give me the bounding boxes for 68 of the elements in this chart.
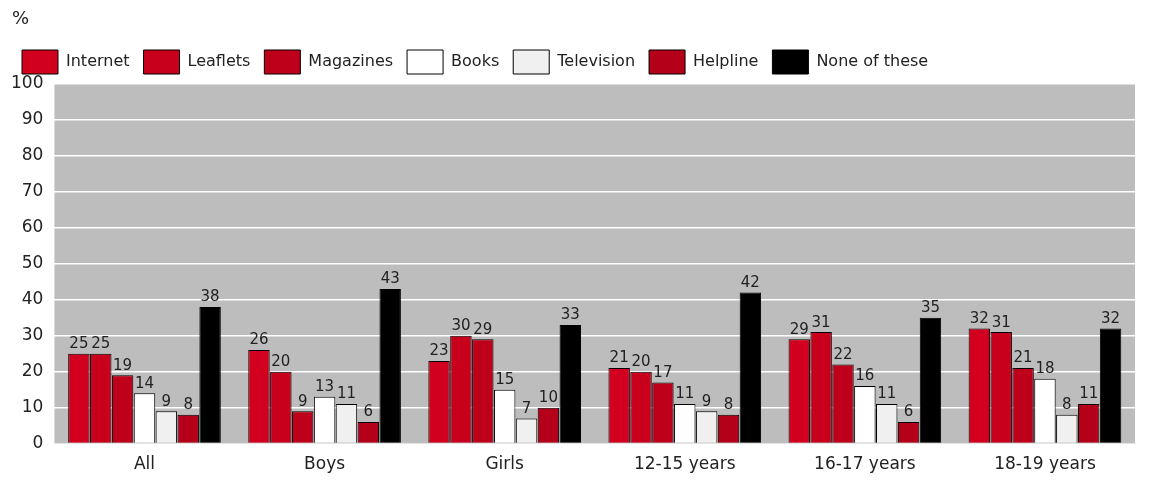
- data-label: 23: [429, 341, 449, 360]
- data-label: 11: [877, 384, 897, 403]
- y-tick-label: 10: [21, 396, 44, 417]
- y-tick-label: 90: [21, 108, 44, 129]
- data-label: 33: [560, 305, 580, 324]
- data-label: 8: [183, 395, 193, 414]
- data-label: 30: [451, 316, 471, 335]
- data-label: 10: [538, 388, 558, 407]
- y-tick-label: 30: [21, 324, 44, 345]
- data-label: 42: [740, 272, 760, 291]
- y-tick-label: 50: [21, 252, 44, 273]
- data-label: 25: [69, 334, 89, 353]
- data-label: 7: [521, 398, 532, 417]
- y-tick-label: 80: [21, 144, 44, 165]
- data-label: 26: [249, 330, 269, 349]
- legend-label: Leaflets: [187, 51, 251, 71]
- legend-label: Books: [451, 51, 500, 71]
- bar: [199, 306, 221, 443]
- data-label: 20: [271, 352, 291, 371]
- data-label: 18: [1035, 359, 1055, 378]
- data-label: 17: [653, 362, 673, 381]
- data-label: 20: [631, 352, 651, 371]
- data-label: 22: [833, 344, 853, 363]
- data-label: 38: [200, 287, 220, 306]
- data-label: 16: [855, 366, 875, 385]
- data-label: 9: [297, 391, 308, 410]
- y-tick-label: 70: [21, 180, 44, 201]
- data-label: 21: [609, 348, 629, 367]
- data-label: 13: [315, 377, 335, 396]
- data-label: 6: [363, 402, 374, 421]
- y-tick-label: 60: [21, 216, 44, 237]
- data-label: 15: [495, 370, 515, 389]
- data-label: 8: [723, 395, 734, 414]
- y-tick-label: 100: [10, 72, 44, 93]
- x-tick-label: Boys: [304, 453, 346, 474]
- y-tick-label: 0: [32, 432, 44, 453]
- x-tick-label: 18-19 years: [994, 453, 1096, 474]
- data-label: 31: [991, 312, 1011, 331]
- data-label: 11: [336, 384, 356, 403]
- legend-label: None of these: [816, 51, 929, 71]
- y-tick-label: 40: [21, 288, 44, 309]
- data-label: 43: [380, 269, 400, 288]
- data-label: 35: [920, 298, 941, 317]
- legend-label: Magazines: [308, 51, 394, 71]
- data-label: 25: [91, 334, 111, 353]
- data-label: 31: [811, 312, 831, 331]
- legend-label: Internet: [66, 51, 130, 71]
- data-label: 29: [473, 319, 493, 338]
- data-label: 9: [701, 391, 712, 410]
- x-tick-label: All: [133, 453, 156, 474]
- data-label: 11: [1079, 384, 1099, 403]
- legend-label: Helpline: [693, 51, 759, 71]
- x-tick-label: Girls: [485, 453, 525, 474]
- data-label: 21: [1013, 348, 1033, 367]
- data-label: 11: [675, 384, 695, 403]
- data-label: 32: [969, 308, 989, 327]
- data-label: 14: [134, 373, 155, 392]
- data-label: 29: [789, 319, 809, 338]
- data-label: 6: [903, 402, 914, 421]
- x-tick-label: 12-15 years: [633, 453, 736, 474]
- y-tick-label: 20: [21, 360, 44, 381]
- data-label: 8: [1062, 395, 1072, 414]
- data-label: 9: [161, 391, 172, 410]
- x-tick-label: 16-17 years: [814, 453, 916, 474]
- y-axis-title: %: [12, 6, 30, 28]
- legend-label: Television: [556, 51, 636, 71]
- data-label: 32: [1101, 308, 1121, 327]
- data-label: 19: [113, 355, 133, 374]
